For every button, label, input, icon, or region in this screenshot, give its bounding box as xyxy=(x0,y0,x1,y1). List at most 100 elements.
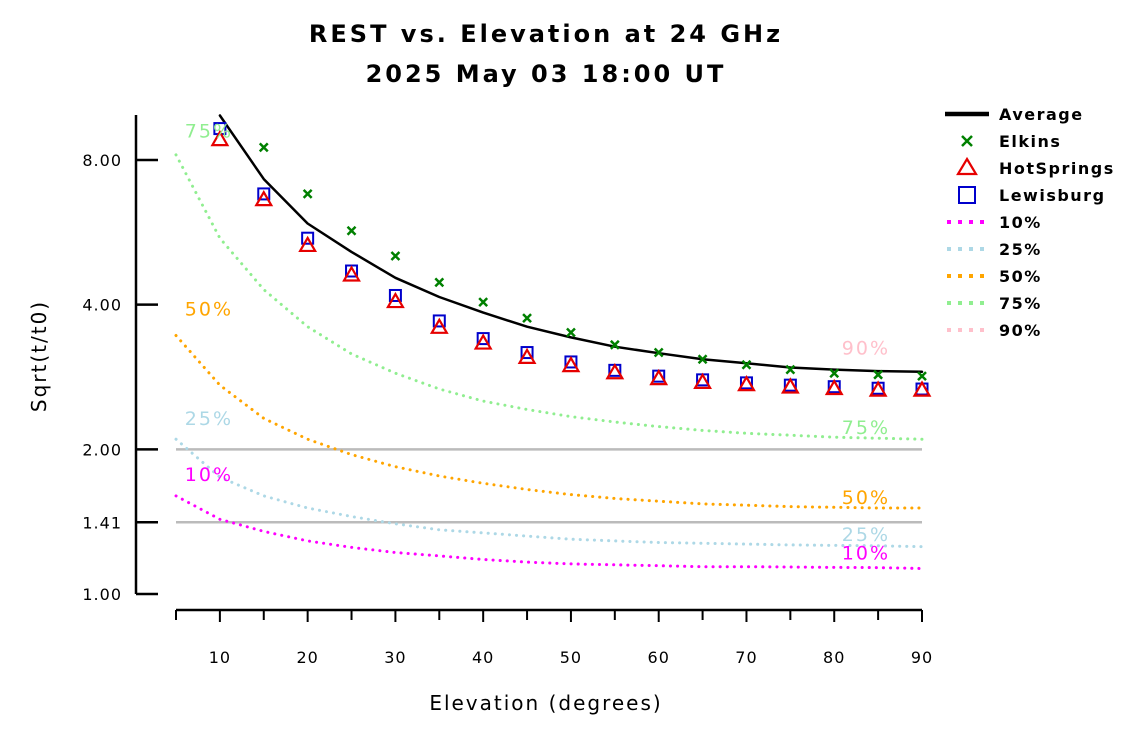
curve-label-75pct: 75% xyxy=(842,417,890,439)
legend-label: Average xyxy=(999,105,1084,124)
legend-item-75pct: 75% xyxy=(947,294,1040,313)
x-tick-label: 60 xyxy=(648,648,670,667)
elkins-x-stroke xyxy=(741,359,752,370)
curve-label-10pct: 10% xyxy=(842,542,890,564)
x-tick-label: 50 xyxy=(560,648,582,667)
x-tick-label: 10 xyxy=(209,648,231,667)
point-elkins xyxy=(873,369,884,380)
point-hotsprings xyxy=(210,129,230,147)
legend-label: Elkins xyxy=(999,132,1061,151)
y-axis-label: Sqrt(t/t0) xyxy=(27,300,51,412)
series-10pct xyxy=(174,494,924,570)
x-axis-label: Elevation (degrees) xyxy=(429,691,662,715)
curve-label-10pct: 10% xyxy=(185,464,233,486)
axes: 1.00 1.41 2.00 4.00 8.00 10 20 30 40 50 60 70 80 90 xyxy=(82,115,933,667)
point-elkins xyxy=(522,313,532,324)
curve-label-25pct: 25% xyxy=(185,408,233,430)
series-75pct xyxy=(174,153,924,441)
chart-subtitle: 2025 May 03 18:00 UT xyxy=(366,60,727,88)
point-hotsprings xyxy=(605,363,625,380)
elkins-x-stroke xyxy=(346,225,357,236)
y-tick-label: 1.41 xyxy=(82,513,122,532)
point-hotsprings xyxy=(868,380,888,397)
point-lewisburg xyxy=(301,231,315,245)
point-hotsprings xyxy=(737,374,756,392)
point-lewisburg xyxy=(388,288,402,302)
series-average xyxy=(218,114,924,374)
point-hotsprings xyxy=(429,317,449,334)
legend-label: 25% xyxy=(999,240,1042,259)
point-lewisburg xyxy=(476,332,490,346)
curve-label-90pct: 90% xyxy=(842,338,890,360)
point-elkins xyxy=(566,327,576,338)
y-tick-label: 2.00 xyxy=(82,440,122,459)
elkins-x-stroke xyxy=(609,339,620,350)
point-elkins xyxy=(917,371,927,382)
legend-item-lewisburg: Lewisburg xyxy=(958,186,1106,205)
series-lewisburg xyxy=(213,122,929,396)
legend-label: HotSprings xyxy=(999,159,1115,178)
elkins-x-stroke xyxy=(566,327,576,338)
legend-label: Lewisburg xyxy=(999,186,1106,205)
legend-item-10pct: 10% xyxy=(947,213,1040,232)
legend-swatch xyxy=(958,186,976,204)
point-elkins xyxy=(741,359,752,370)
curve-label-50pct: 50% xyxy=(185,298,233,320)
elkins-x-stroke xyxy=(697,354,708,365)
legend-item-50pct: 50% xyxy=(947,267,1042,286)
point-hotsprings xyxy=(342,265,361,282)
point-elkins xyxy=(390,251,401,261)
point-elkins xyxy=(653,347,664,358)
curve-average xyxy=(218,114,924,374)
curve-label-75pct: 75% xyxy=(185,121,233,143)
y-tick-label: 8.00 xyxy=(82,151,122,170)
elkins-x-stroke xyxy=(258,142,269,153)
elkins-x-stroke xyxy=(653,347,664,358)
point-hotsprings xyxy=(517,347,537,364)
legend-swatch xyxy=(956,156,978,176)
legend-swatch xyxy=(961,135,973,147)
point-elkins xyxy=(258,142,269,153)
x-tick-label: 20 xyxy=(296,648,318,667)
point-hotsprings xyxy=(254,189,274,207)
point-elkins xyxy=(697,354,708,365)
legend: Average Elkins HotSprings Lewisburg 10% 25% 50… xyxy=(945,105,1115,340)
elkins-x-stroke xyxy=(522,313,532,324)
series-50pct xyxy=(174,334,924,510)
series-layer xyxy=(174,114,932,570)
curve-75pct xyxy=(174,153,924,441)
point-elkins xyxy=(829,368,840,379)
y-tick-label: 4.00 xyxy=(82,296,122,315)
x-tick-label: 80 xyxy=(823,648,845,667)
point-hotsprings xyxy=(693,372,712,389)
curve-50pct xyxy=(174,334,924,510)
point-elkins xyxy=(302,189,313,199)
point-elkins xyxy=(346,225,357,236)
x-tick-label: 40 xyxy=(472,648,494,667)
point-elkins xyxy=(478,297,489,307)
elkins-x-stroke xyxy=(917,371,927,382)
x-tick-label: 90 xyxy=(911,648,933,667)
point-elkins xyxy=(609,339,620,350)
legend-label: 50% xyxy=(999,267,1042,286)
elkins-x-stroke xyxy=(873,369,884,380)
elkins-x-stroke xyxy=(478,297,489,307)
reference-lines xyxy=(176,448,922,524)
point-hotsprings xyxy=(561,355,581,373)
point-lewisburg xyxy=(432,314,446,328)
point-hotsprings xyxy=(386,291,405,309)
point-hotsprings xyxy=(780,377,800,394)
curve-10pct xyxy=(174,494,924,570)
curve-label-25pct: 25% xyxy=(842,524,890,546)
x-tick-label: 70 xyxy=(735,648,757,667)
legend-item-average: Average xyxy=(945,105,1084,124)
point-hotsprings xyxy=(912,380,932,397)
point-hotsprings xyxy=(824,378,844,396)
curve-labels: 75%50%25%10%90%75%50%25%10% xyxy=(185,121,890,565)
point-hotsprings xyxy=(298,235,318,253)
legend-label: 90% xyxy=(999,321,1042,340)
legend-item-25pct: 25% xyxy=(947,240,1042,259)
series-hotsprings xyxy=(210,129,932,397)
curve-label-50pct: 50% xyxy=(842,487,890,509)
legend-item-90pct: 90% xyxy=(947,321,1042,340)
